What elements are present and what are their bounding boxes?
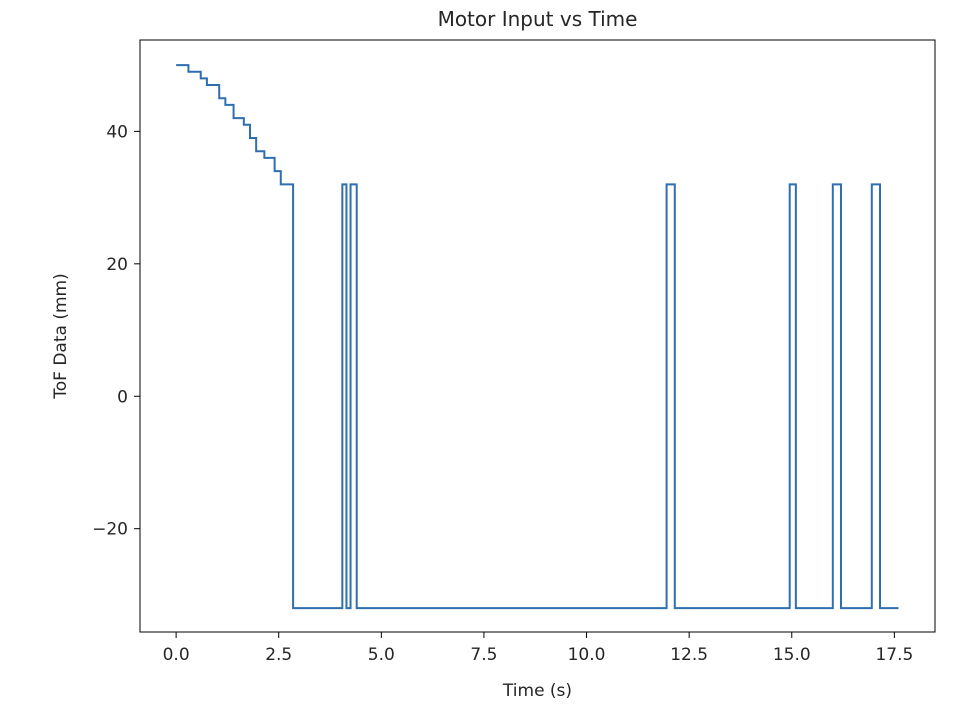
x-axis-ticks: 0.0 2.5 5.0 7.5 10.0 12.5 15.0 17.5 [163,632,913,665]
x-tick-label: 5.0 [368,645,395,665]
x-axis-label: Time (s) [502,681,572,701]
x-tick-label: 17.5 [875,645,913,665]
y-tick-label: 0 [117,387,128,407]
y-tick-label: −20 [92,520,128,540]
y-tick-label: 40 [106,122,128,142]
y-tick-label: 20 [106,255,128,275]
x-tick-label: 7.5 [470,645,497,665]
x-tick-label: 2.5 [265,645,292,665]
x-tick-label: 10.0 [568,645,606,665]
chart-title: Motor Input vs Time [438,7,638,31]
x-tick-label: 12.5 [670,645,708,665]
y-axis-ticks: −20 0 20 40 [92,122,140,540]
y-axis-label: ToF Data (mm) [51,273,71,399]
plot-area-frame [139,39,936,633]
x-tick-label: 0.0 [163,645,190,665]
series-layer [176,64,899,610]
series-line-0 [176,64,899,610]
x-tick-label: 15.0 [773,645,811,665]
